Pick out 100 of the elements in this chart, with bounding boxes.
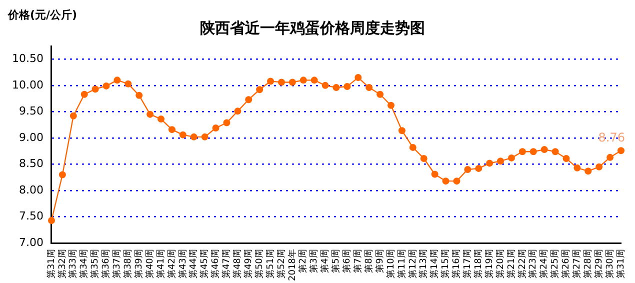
point <box>486 160 494 167</box>
point <box>530 148 537 156</box>
x-tick-label: 第5周 <box>330 249 342 273</box>
point <box>124 80 132 88</box>
point <box>431 170 438 178</box>
point <box>618 147 624 154</box>
point <box>168 126 176 134</box>
point <box>310 76 318 84</box>
x-tick-label: 第21周 <box>506 249 517 279</box>
x-tick-label: 第25周 <box>550 249 561 279</box>
x-tick-label: 第30周 <box>604 249 616 279</box>
point <box>102 82 110 90</box>
data-label: 8.76 <box>598 130 625 145</box>
x-tick-label: 第26周 <box>560 249 572 279</box>
x-tick-label: 第37周 <box>112 249 123 279</box>
point <box>475 164 482 172</box>
point <box>245 96 252 104</box>
point <box>300 76 307 84</box>
point <box>354 74 362 82</box>
x-tick-label: 第29周 <box>593 249 604 279</box>
x-tick-label: 第14周 <box>429 249 440 279</box>
x-tick-label: 第31周 <box>615 249 626 279</box>
x-tick-label: 第13周 <box>418 249 430 279</box>
point <box>376 90 384 98</box>
x-tick-label: 第18周 <box>472 249 484 279</box>
x-tick-label: 第46周 <box>210 249 222 279</box>
x-tick-label: 第28周 <box>582 249 594 279</box>
y-axis-title: 价格(元/公斤) <box>7 8 78 22</box>
y-tick-label: 8.00 <box>18 183 44 196</box>
point <box>332 84 340 92</box>
point <box>256 86 264 94</box>
point <box>158 116 165 123</box>
chart-title: 陕西省近一年鸡蛋价格周度走势图 <box>200 18 425 37</box>
x-tick-label: 第42周 <box>166 249 178 279</box>
point <box>48 216 55 224</box>
point <box>366 84 373 92</box>
point <box>190 133 198 140</box>
point <box>344 82 351 90</box>
x-tick-label: 2018年 <box>286 249 298 281</box>
point <box>114 76 121 84</box>
y-tick-label: 10.00 <box>12 78 44 92</box>
point <box>442 178 450 185</box>
x-tick-label: 第49周 <box>242 249 254 279</box>
point <box>453 178 460 185</box>
point <box>58 171 66 178</box>
x-tick-label: 第44周 <box>188 249 200 279</box>
x-tick-label: 第32周 <box>56 249 68 279</box>
y-tick-label: 7.50 <box>18 210 44 223</box>
point <box>574 164 581 172</box>
x-tick-label: 第24周 <box>538 249 550 279</box>
point <box>70 112 77 120</box>
point <box>552 148 559 156</box>
point <box>201 133 208 140</box>
point <box>518 148 526 156</box>
point <box>234 108 242 115</box>
x-tick-label: 第31周 <box>46 249 57 279</box>
x-tick-label: 第8周 <box>363 249 374 273</box>
x-tick-label: 第38周 <box>122 249 134 279</box>
point <box>497 158 504 165</box>
point <box>508 154 515 162</box>
x-tick-label: 第39周 <box>133 249 144 279</box>
point <box>420 154 428 162</box>
point <box>212 124 220 132</box>
x-tick-label: 第2周 <box>298 249 309 273</box>
point <box>80 90 88 98</box>
x-tick-label: 第36周 <box>100 249 112 279</box>
x-tick-label: 第17周 <box>462 249 474 279</box>
x-tick-label: 第33周 <box>68 249 79 279</box>
x-tick-label: 第16周 <box>451 249 462 279</box>
y-tick-label: 9.50 <box>18 104 44 118</box>
x-tick-label: 第12周 <box>407 249 418 279</box>
x-tick-label: 第10周 <box>385 249 396 279</box>
point <box>596 163 603 170</box>
x-tick-label: 第50周 <box>254 249 265 279</box>
point <box>540 146 548 154</box>
point <box>322 82 329 89</box>
x-tick-label: 第6周 <box>342 249 353 273</box>
x-tick-label: 第19周 <box>484 249 495 279</box>
x-tick-label: 第48周 <box>232 249 244 279</box>
x-tick-label: 第40周 <box>144 249 156 279</box>
x-tick-label: 第7周 <box>352 249 364 273</box>
x-tick-label: 第4周 <box>320 249 331 273</box>
x-tick-label: 第34周 <box>78 249 90 279</box>
point <box>146 110 154 118</box>
x-tick-label: 第45周 <box>199 249 210 279</box>
point <box>267 78 274 85</box>
point <box>278 78 285 86</box>
x-tick-label: 第15周 <box>440 249 452 279</box>
x-tick-label: 第27周 <box>572 249 583 279</box>
point <box>562 154 570 162</box>
point <box>92 86 99 93</box>
point <box>398 127 406 134</box>
point <box>584 168 592 175</box>
point <box>223 119 230 126</box>
x-tick-label: 第52周 <box>276 249 287 279</box>
x-tick-label: 第20周 <box>494 249 506 279</box>
point <box>388 102 395 109</box>
x-tick-label: 第43周 <box>177 249 188 279</box>
x-tick-label: 第51周 <box>264 249 276 279</box>
x-tick-label: 第22周 <box>516 249 528 279</box>
